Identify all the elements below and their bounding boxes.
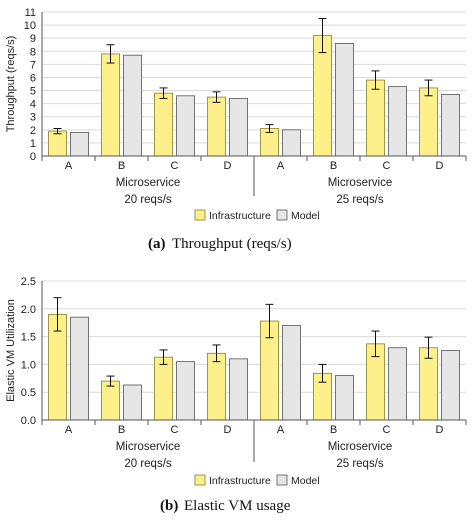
- bar-infrastructure: [101, 53, 120, 157]
- y-axis-label: Throughput (reqs/s): [5, 36, 17, 133]
- group-label: Microservice: [328, 441, 393, 453]
- y-tick-label: 0.5: [21, 387, 36, 399]
- bar-infrastructure: [101, 380, 120, 421]
- bar-infrastructure: [207, 96, 226, 157]
- caption-b-label: (b): [160, 498, 178, 514]
- y-tick-label: 7: [30, 59, 36, 71]
- legend-label-model: Model: [291, 475, 320, 487]
- x-tick-label: D: [224, 160, 232, 172]
- x-tick-label: B: [330, 424, 337, 436]
- bar-model: [441, 94, 460, 157]
- bar-model: [229, 98, 248, 157]
- legend-swatch-model: [276, 209, 288, 221]
- bar-model: [282, 325, 301, 421]
- caption-b-text: Elastic VM usage: [184, 498, 291, 514]
- bar-model: [388, 347, 407, 421]
- y-tick-label: 1: [30, 138, 36, 150]
- bar-model: [441, 350, 460, 421]
- bar-infrastructure: [313, 35, 332, 157]
- bar-model: [70, 316, 89, 421]
- x-tick-label: D: [436, 160, 444, 172]
- bar-model: [282, 129, 301, 157]
- bar-model: [123, 384, 142, 421]
- bar-model: [335, 43, 354, 157]
- caption-a-text: Throughput (reqs/s): [172, 236, 292, 252]
- y-tick-label: 3: [30, 112, 36, 124]
- bar-infrastructure: [154, 92, 173, 157]
- x-tick-label: A: [65, 160, 73, 172]
- bar-infrastructure: [48, 130, 67, 157]
- legend-swatch-infrastructure: [194, 474, 206, 486]
- x-tick-label: C: [383, 160, 391, 172]
- y-tick-label: 5: [30, 86, 36, 98]
- caption-a-label: (a): [148, 236, 166, 252]
- y-tick-label: 8: [30, 46, 36, 58]
- bar-model: [229, 358, 248, 421]
- x-tick-label: A: [277, 424, 285, 436]
- group-sublabel: 20 reqs/s: [124, 458, 172, 470]
- y-tick-label: 0: [30, 151, 36, 163]
- x-tick-label: D: [224, 424, 232, 436]
- group-sublabel: 25 reqs/s: [336, 194, 384, 206]
- x-tick-label: D: [436, 424, 444, 436]
- x-tick-label: B: [118, 160, 125, 172]
- y-tick-label: 2.0: [21, 304, 36, 316]
- y-tick-label: 4: [30, 99, 36, 111]
- bar-infrastructure: [419, 87, 438, 157]
- bar-model: [388, 86, 407, 157]
- bar-model: [176, 361, 195, 421]
- y-tick-label: 2: [30, 125, 36, 137]
- y-tick-label: 1.5: [21, 332, 36, 344]
- bar-infrastructure: [207, 352, 226, 421]
- x-tick-label: C: [171, 160, 179, 172]
- x-tick-label: A: [277, 160, 285, 172]
- bar-model: [70, 132, 89, 157]
- group-sublabel: 20 reqs/s: [124, 194, 172, 206]
- group-sublabel: 25 reqs/s: [336, 458, 384, 470]
- y-tick-label: 9: [30, 33, 36, 45]
- group-label: Microservice: [116, 177, 181, 189]
- x-tick-label: A: [65, 424, 73, 436]
- bar-model: [123, 54, 142, 157]
- x-tick-label: C: [383, 424, 391, 436]
- y-tick-label: 11: [25, 7, 36, 19]
- x-tick-label: C: [171, 424, 179, 436]
- bar-model: [176, 95, 195, 157]
- y-axis-label: Elastic VM Utilization: [5, 299, 17, 402]
- bar-infrastructure: [366, 79, 385, 157]
- legend-swatch-model: [276, 474, 288, 486]
- x-tick-label: B: [118, 424, 125, 436]
- y-tick-label: 2.5: [21, 276, 36, 288]
- group-label: Microservice: [328, 177, 393, 189]
- group-label: Microservice: [116, 441, 181, 453]
- vm-usage-chart: 0.0 0.5 1.0 1.5 2.0 2.5 Elastic VM Utilization…: [5, 276, 467, 487]
- bar-model: [335, 375, 354, 421]
- legend-swatch-infrastructure: [194, 209, 206, 221]
- legend-label-infrastructure: Infrastructure: [209, 210, 271, 222]
- y-tick-label: 0.0: [21, 415, 36, 427]
- y-tick-label: 10: [24, 20, 36, 32]
- y-tick-label: 6: [30, 72, 36, 84]
- legend-label-infrastructure: Infrastructure: [209, 475, 271, 487]
- legend-label-model: Model: [291, 210, 320, 222]
- y-tick-label: 1.0: [21, 359, 36, 371]
- x-tick-label: B: [330, 160, 337, 172]
- bar-infrastructure: [154, 356, 173, 421]
